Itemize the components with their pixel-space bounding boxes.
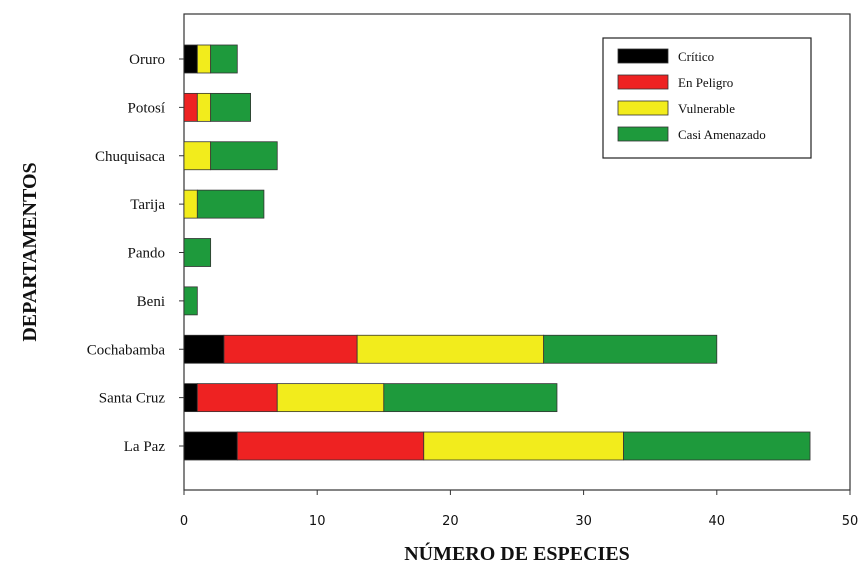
y-axis-title: DEPARTAMENTOS	[19, 162, 41, 341]
bar-segment	[236, 431, 425, 461]
category-label: Santa Cruz	[99, 391, 166, 407]
category-label: Tarija	[130, 197, 165, 213]
category-label: La Paz	[124, 439, 166, 455]
category-labels: La Paz Santa Cruz Cochabamba Beni Pando Tarij…	[87, 52, 184, 455]
category-label: Beni	[137, 294, 165, 310]
bar-segment	[196, 189, 265, 219]
bars-group	[183, 44, 811, 461]
category-label: Cochabamba	[87, 342, 166, 358]
legend-label: En Peligro	[678, 75, 733, 90]
category-label: Oruro	[129, 52, 165, 68]
legend-label: Crítico	[678, 49, 714, 64]
bar-segment	[276, 383, 385, 413]
bar-segment	[183, 286, 198, 316]
bar-segment	[383, 383, 558, 413]
bar-segment	[356, 334, 545, 364]
bar-segment	[183, 44, 198, 74]
x-tick-label: 0	[180, 514, 188, 529]
bar-segment	[183, 189, 198, 219]
bar-segment	[196, 44, 212, 74]
x-tick-label: 50	[842, 514, 859, 529]
legend-label: Casi Amenazado	[678, 127, 766, 142]
bar-segment	[223, 334, 358, 364]
legend: Crítico En Peligro Vulnerable Casi Amenazad…	[602, 37, 812, 159]
bar-segment	[210, 92, 251, 122]
x-axis-ticks: 0 10 20 30 40 50	[180, 490, 858, 529]
category-label: Pando	[128, 246, 166, 262]
bar-segment	[183, 334, 225, 364]
legend-swatch	[617, 100, 669, 116]
bar-segment	[196, 92, 212, 122]
bar-segment	[210, 44, 238, 74]
bar-segment	[210, 141, 278, 171]
legend-items: Crítico En Peligro Vulnerable Casi Amenazad…	[617, 48, 766, 142]
bar-segment	[183, 383, 198, 413]
x-tick-label: 20	[442, 514, 459, 529]
x-axis-title: NÚMERO DE ESPECIES	[404, 541, 630, 565]
category-label: Potosí	[127, 100, 165, 116]
x-tick-label: 40	[709, 514, 726, 529]
bar-segment	[183, 92, 198, 122]
bar-segment	[623, 431, 811, 461]
x-tick-label: 30	[575, 514, 592, 529]
legend-swatch	[617, 126, 669, 142]
legend-label: Vulnerable	[678, 101, 735, 116]
bar-segment	[543, 334, 718, 364]
category-label: Chuquisaca	[95, 149, 165, 165]
x-tick-label: 10	[309, 514, 326, 529]
bar-segment	[423, 431, 624, 461]
bar-segment	[183, 141, 212, 171]
legend-swatch	[617, 74, 669, 90]
bar-segment	[183, 238, 212, 267]
bar-segment	[183, 431, 238, 461]
legend-swatch	[617, 48, 669, 64]
bar-segment	[196, 383, 278, 413]
